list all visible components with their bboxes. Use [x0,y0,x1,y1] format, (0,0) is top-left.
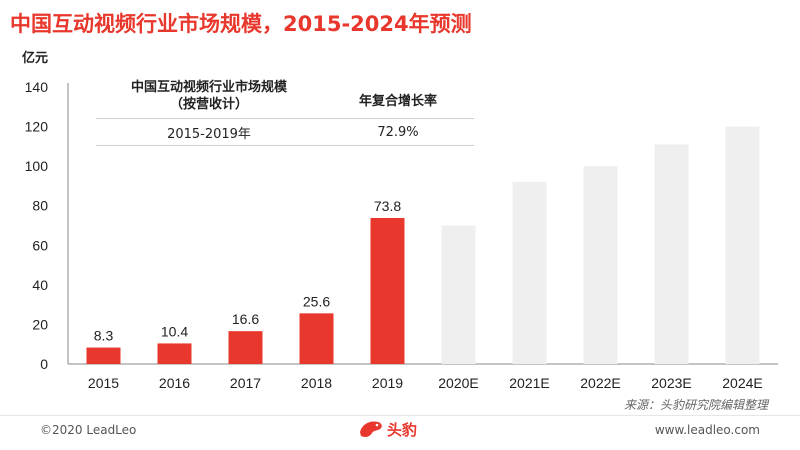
y-tick-label: 0 [40,356,48,372]
data-label: 8.3 [94,328,114,344]
y-tick-label: 80 [32,198,48,214]
cagr-header-metric: 中国互动视频行业市场规模 （按营收计） [96,79,322,113]
bar-2017 [228,331,263,364]
x-tick-label: 2023E [651,375,691,391]
logo-text: 头豹 [387,420,418,439]
bar-2022E [583,166,618,364]
cagr-table: 中国互动视频行业市场规模 （按营收计） 年复合增长率 2015-2019年 72… [96,76,474,146]
bar-2015 [86,347,121,364]
y-tick-label: 140 [25,79,49,95]
x-tick-label: 2019 [372,375,403,391]
website: www.leadleo.com [654,423,760,437]
chart-title: 中国互动视频行业市场规模，2015-2024年预测 [10,12,472,36]
bar-2016 [157,343,192,364]
y-tick-label: 20 [32,316,48,332]
leopard-icon [360,421,382,437]
data-label: 25.6 [303,293,330,309]
cagr-table-header: 中国互动视频行业市场规模 （按营收计） 年复合增长率 [96,76,474,118]
bar-2020E [441,225,476,364]
x-tick-label: 2018 [301,375,332,391]
x-tick-label: 2015 [88,375,119,391]
cagr-header-rate: 年复合增长率 [358,94,437,109]
y-tick-label: 60 [32,237,48,253]
x-tick-label: 2017 [230,375,261,391]
source-note: 来源：头豹研究院编辑整理 [623,398,768,412]
y-tick-label: 40 [32,277,48,293]
footer-divider [0,415,800,416]
cagr-header-metric-line1: 中国互动视频行业市场规模 [130,80,287,95]
cagr-header-metric-line2: （按营收计） [169,97,248,112]
y-axis-unit: 亿元 [22,51,49,66]
bar-2021E [512,181,547,364]
bar-2018 [299,313,334,364]
bar-2023E [654,144,689,364]
x-tick-label: 2020E [438,375,478,391]
data-label: 73.8 [374,198,401,214]
x-tick-label: 2016 [159,375,190,391]
y-tick-label: 100 [25,158,49,174]
copyright: ©2020 LeadLeo [40,423,137,437]
y-tick-label: 120 [25,119,49,135]
x-tick-label: 2024E [722,375,762,391]
bar-2024E [725,126,760,364]
cagr-rate: 72.9% [377,124,419,140]
leadleo-logo: 头豹 [358,418,417,440]
bar-2019 [370,217,405,364]
data-label: 10.4 [161,323,188,339]
x-tick-label: 2022E [580,375,620,391]
x-tick-label: 2021E [509,375,549,391]
cagr-table-row: 2015-2019年 72.9% [96,118,474,146]
data-label: 16.6 [232,311,259,327]
cagr-period: 2015-2019年 [167,126,251,142]
